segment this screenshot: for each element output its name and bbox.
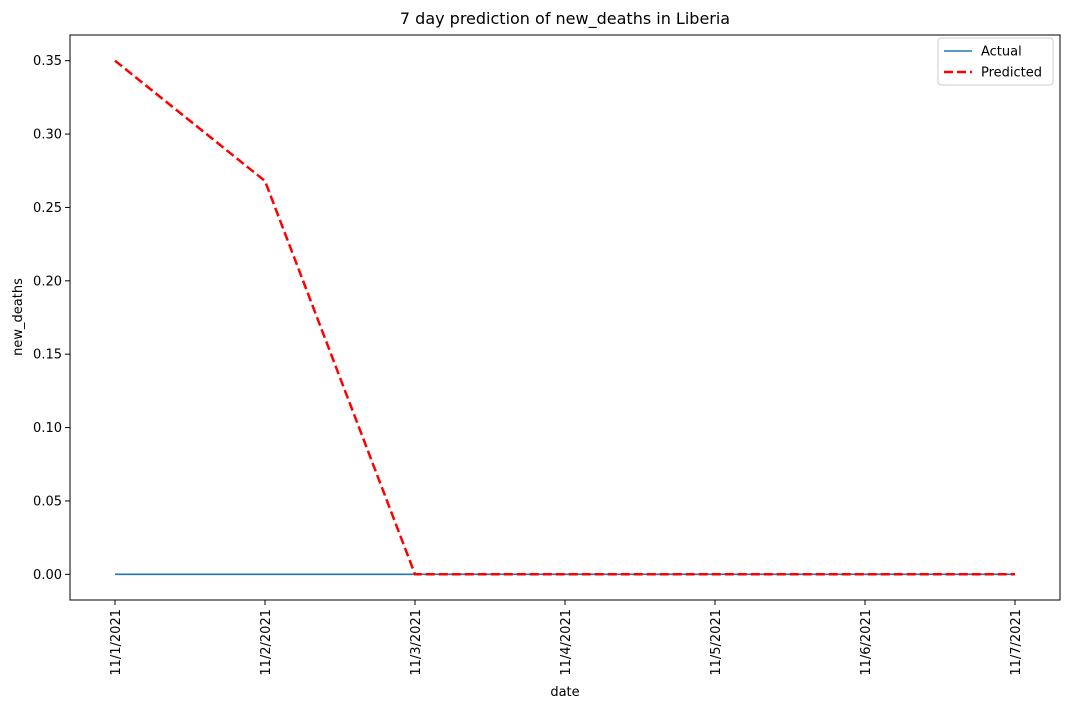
- y-tick-label: 0.10: [33, 421, 62, 436]
- chart-title: 7 day prediction of new_deaths in Liberi…: [400, 9, 730, 29]
- x-tick-label: 11/5/2021: [709, 609, 724, 676]
- x-tick-label: 11/2/2021: [259, 609, 274, 676]
- legend-label-actual: Actual: [981, 45, 1022, 60]
- y-tick-label: 0.30: [33, 128, 62, 143]
- x-axis-title: date: [550, 685, 579, 700]
- plot-frame: [69, 34, 1061, 601]
- y-tick-label: 0.15: [33, 348, 62, 363]
- x-tick-label: 11/1/2021: [109, 609, 124, 676]
- y-tick-label: 0.05: [33, 494, 62, 509]
- y-tick-label: 0.35: [33, 54, 62, 69]
- y-axis-title: new_deaths: [11, 278, 26, 356]
- legend-box: [937, 37, 1054, 86]
- y-tick-label: 0.25: [33, 201, 62, 216]
- x-tick-label: 11/6/2021: [859, 609, 874, 676]
- x-tick-label: 11/7/2021: [1009, 609, 1024, 676]
- y-axis: 0.00 0.05 0.10 0.15 0.20 0.25 0.30 0.35: [33, 54, 70, 583]
- x-tick-label: 11/3/2021: [409, 609, 424, 676]
- legend: Actual Predicted: [937, 37, 1054, 86]
- legend-label-predicted: Predicted: [981, 66, 1042, 81]
- y-tick-label: 0.00: [33, 568, 62, 583]
- plot-area: [70, 35, 1060, 600]
- series-group: [114, 59, 1015, 576]
- y-tick-label: 0.20: [33, 274, 62, 289]
- x-tick-label: 11/4/2021: [559, 609, 574, 676]
- x-axis: 11/1/2021 11/2/2021 11/3/2021 11/4/2021 11/5…: [109, 600, 1024, 676]
